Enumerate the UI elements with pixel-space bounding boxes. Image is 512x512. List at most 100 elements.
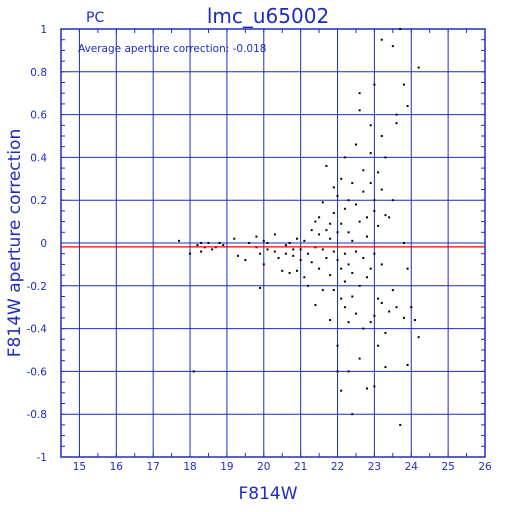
data-point — [373, 199, 376, 202]
data-point — [310, 229, 313, 232]
chart-title: lmc_u65002 — [207, 4, 329, 28]
data-point — [325, 256, 328, 259]
y-tick-label: -1 — [37, 452, 47, 464]
data-point — [200, 242, 203, 244]
data-point — [236, 254, 239, 257]
data-point — [340, 267, 343, 270]
data-point — [314, 220, 317, 223]
data-point — [384, 156, 387, 159]
x-tick-label: 23 — [368, 461, 381, 473]
data-point — [347, 321, 350, 324]
data-point — [255, 235, 258, 238]
axis-ticks — [60, 28, 486, 458]
data-point — [358, 220, 361, 223]
x-tick-label: 18 — [183, 461, 196, 473]
data-point — [336, 194, 339, 197]
data-point — [351, 413, 354, 416]
data-point — [332, 212, 335, 215]
data-point — [366, 235, 369, 238]
x-tick-label: 21 — [294, 461, 307, 473]
data-point — [362, 190, 365, 193]
data-point — [233, 237, 236, 240]
data-point — [369, 267, 372, 270]
data-point — [189, 252, 192, 255]
data-point — [384, 214, 387, 217]
data-point — [273, 250, 276, 253]
data-point — [262, 263, 265, 266]
data-point — [380, 135, 383, 137]
data-point — [266, 242, 269, 244]
data-point — [388, 310, 391, 313]
y-tick-label: 0.4 — [30, 152, 47, 164]
y-tick-label: 0.6 — [30, 110, 47, 122]
data-point — [340, 222, 343, 225]
data-point — [295, 269, 298, 272]
y-tick-label: 0 — [40, 238, 47, 250]
data-point — [391, 289, 394, 292]
data-point — [380, 38, 383, 41]
data-point — [395, 122, 398, 125]
data-point — [343, 156, 346, 159]
data-point — [277, 256, 280, 259]
data-point — [314, 304, 317, 307]
data-point — [329, 274, 332, 277]
grid-lines — [61, 29, 485, 457]
data-point — [351, 239, 354, 242]
data-point — [347, 231, 350, 234]
data-point — [340, 297, 343, 300]
data-point — [329, 222, 332, 225]
data-point — [391, 199, 394, 202]
data-point — [377, 344, 380, 347]
data-point — [366, 216, 369, 219]
data-point — [307, 284, 310, 287]
data-point — [358, 284, 361, 287]
data-point — [336, 344, 339, 347]
data-point — [332, 250, 335, 253]
x-tick-label: 17 — [146, 461, 159, 473]
data-point — [354, 203, 357, 206]
data-point — [177, 239, 180, 242]
x-tick-label: 16 — [110, 461, 124, 473]
data-point — [399, 423, 402, 426]
data-point — [281, 269, 284, 272]
data-point — [321, 201, 324, 204]
data-point — [318, 233, 321, 236]
data-point — [347, 370, 350, 373]
data-point — [377, 297, 380, 300]
data-point — [410, 306, 413, 309]
x-tick-label: 24 — [405, 461, 419, 473]
data-point — [295, 237, 298, 240]
data-point — [211, 248, 214, 251]
data-point — [369, 321, 372, 324]
data-point — [373, 252, 376, 255]
data-point — [207, 242, 210, 244]
data-point — [406, 267, 409, 270]
data-point — [200, 250, 203, 253]
data-point — [362, 327, 365, 330]
data-point — [303, 239, 306, 242]
data-point — [402, 242, 405, 244]
data-point — [384, 366, 387, 369]
data-point — [299, 248, 302, 251]
data-point — [369, 124, 372, 127]
data-point — [332, 289, 335, 292]
data-point — [351, 271, 354, 274]
data-point — [299, 259, 302, 262]
data-point — [343, 280, 346, 283]
x-tick-label: 19 — [220, 461, 233, 473]
data-point — [354, 312, 357, 315]
data-point — [354, 143, 357, 146]
data-point — [391, 45, 394, 48]
y-tick-label: -0.4 — [27, 324, 48, 336]
data-point — [347, 263, 350, 266]
x-tick-label: 26 — [478, 461, 492, 473]
y-tick-label: 1 — [40, 24, 47, 36]
data-point — [358, 109, 361, 112]
data-point — [402, 316, 405, 319]
average-correction-annotation: Average aperture correction: -0.018 — [78, 43, 266, 55]
data-point — [366, 276, 369, 279]
data-point — [384, 331, 387, 334]
data-point — [369, 182, 372, 185]
data-point — [307, 252, 310, 255]
data-point — [288, 242, 291, 244]
